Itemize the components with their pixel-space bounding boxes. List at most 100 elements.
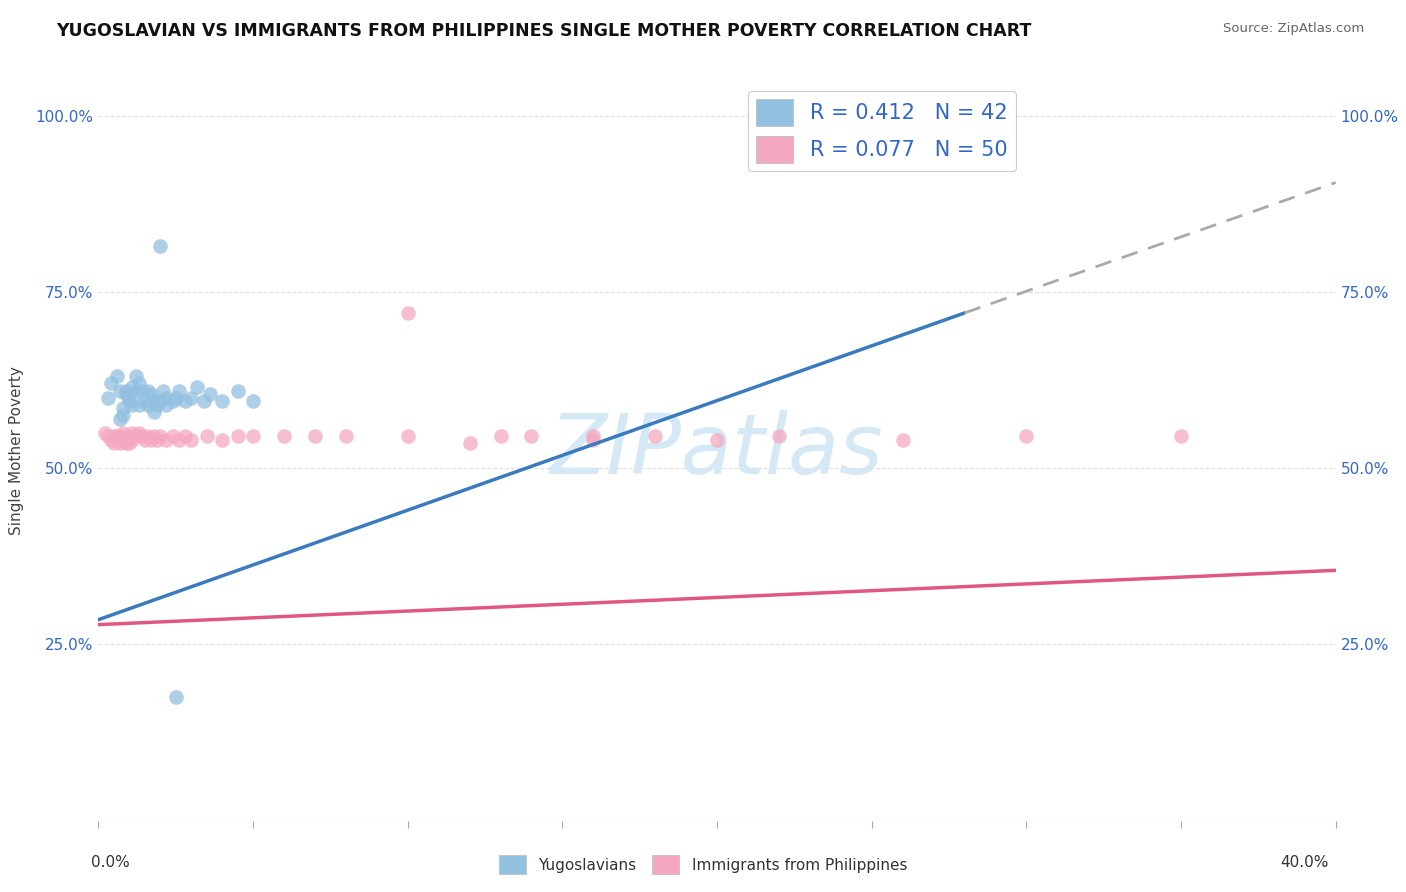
Point bbox=[242, 394, 264, 409]
Point bbox=[128, 425, 150, 440]
Point bbox=[458, 436, 481, 450]
Point bbox=[174, 394, 197, 409]
Point bbox=[186, 380, 208, 394]
Point bbox=[115, 433, 138, 447]
Y-axis label: Single Mother Poverty: Single Mother Poverty bbox=[10, 366, 24, 535]
Point bbox=[118, 394, 141, 409]
Point bbox=[134, 394, 156, 409]
Point bbox=[146, 398, 169, 412]
Point bbox=[93, 425, 115, 440]
Point bbox=[100, 376, 122, 391]
Point bbox=[112, 401, 135, 416]
Point bbox=[162, 394, 184, 409]
Point bbox=[149, 239, 172, 253]
Point bbox=[103, 436, 125, 450]
Point bbox=[1170, 429, 1192, 443]
Point bbox=[162, 429, 184, 443]
Point bbox=[103, 429, 125, 443]
Point bbox=[155, 433, 177, 447]
Point bbox=[304, 429, 326, 443]
Point bbox=[226, 384, 249, 398]
Point bbox=[146, 433, 169, 447]
Point bbox=[108, 436, 131, 450]
Point bbox=[124, 384, 146, 398]
Point bbox=[108, 429, 131, 443]
Text: ZIPatlas: ZIPatlas bbox=[550, 410, 884, 491]
Point bbox=[112, 408, 135, 422]
Point bbox=[121, 380, 143, 394]
Point bbox=[112, 433, 135, 447]
Point bbox=[105, 429, 128, 443]
Point bbox=[167, 384, 190, 398]
Point bbox=[143, 405, 166, 419]
Point bbox=[124, 369, 146, 384]
Legend: Yugoslavians, Immigrants from Philippines: Yugoslavians, Immigrants from Philippine… bbox=[492, 849, 914, 880]
Point bbox=[121, 433, 143, 447]
Point bbox=[152, 384, 174, 398]
Point bbox=[136, 429, 159, 443]
Point bbox=[115, 387, 138, 401]
Point bbox=[128, 398, 150, 412]
Point bbox=[128, 376, 150, 391]
Point bbox=[155, 398, 177, 412]
Point bbox=[489, 429, 512, 443]
Point bbox=[97, 391, 120, 405]
Text: YUGOSLAVIAN VS IMMIGRANTS FROM PHILIPPINES SINGLE MOTHER POVERTY CORRELATION CHA: YUGOSLAVIAN VS IMMIGRANTS FROM PHILIPPIN… bbox=[56, 22, 1032, 40]
Point bbox=[706, 433, 728, 447]
Point bbox=[273, 429, 295, 443]
Point bbox=[131, 429, 153, 443]
Point bbox=[211, 394, 233, 409]
Point bbox=[143, 394, 166, 409]
Point bbox=[582, 429, 605, 443]
Point bbox=[198, 387, 221, 401]
Point bbox=[97, 429, 120, 443]
Point bbox=[396, 306, 419, 320]
Point bbox=[115, 436, 138, 450]
Point bbox=[121, 398, 143, 412]
Point bbox=[134, 433, 156, 447]
Point bbox=[165, 690, 187, 705]
Point bbox=[195, 429, 218, 443]
Point bbox=[167, 433, 190, 447]
Point bbox=[520, 429, 543, 443]
Point bbox=[180, 433, 202, 447]
Point bbox=[108, 384, 131, 398]
Point bbox=[136, 384, 159, 398]
Point bbox=[174, 429, 197, 443]
Point bbox=[396, 429, 419, 443]
Point bbox=[139, 433, 162, 447]
Point bbox=[193, 394, 215, 409]
Point bbox=[118, 436, 141, 450]
Point bbox=[108, 411, 131, 425]
Point bbox=[112, 425, 135, 440]
Point bbox=[136, 398, 159, 412]
Point bbox=[180, 391, 202, 405]
Point bbox=[143, 429, 166, 443]
Point bbox=[149, 429, 172, 443]
Point bbox=[155, 391, 177, 405]
Text: 0.0%: 0.0% bbox=[91, 855, 131, 870]
Point bbox=[644, 429, 666, 443]
Text: 40.0%: 40.0% bbox=[1281, 855, 1329, 870]
Point bbox=[891, 433, 914, 447]
Point bbox=[768, 429, 790, 443]
Point bbox=[105, 369, 128, 384]
Point bbox=[115, 384, 138, 398]
Point bbox=[242, 429, 264, 443]
Point bbox=[226, 429, 249, 443]
Point bbox=[211, 433, 233, 447]
Point bbox=[118, 429, 141, 443]
Point bbox=[582, 433, 605, 447]
Point bbox=[121, 425, 143, 440]
Point bbox=[165, 391, 187, 405]
Legend: R = 0.412   N = 42, R = 0.077   N = 50: R = 0.412 N = 42, R = 0.077 N = 50 bbox=[748, 91, 1017, 171]
Text: Source: ZipAtlas.com: Source: ZipAtlas.com bbox=[1223, 22, 1364, 36]
Point bbox=[124, 429, 146, 443]
Point bbox=[1015, 429, 1038, 443]
Point bbox=[118, 391, 141, 405]
Point bbox=[100, 433, 122, 447]
Point bbox=[131, 384, 153, 398]
Point bbox=[335, 429, 357, 443]
Point bbox=[149, 394, 172, 409]
Point bbox=[139, 387, 162, 401]
